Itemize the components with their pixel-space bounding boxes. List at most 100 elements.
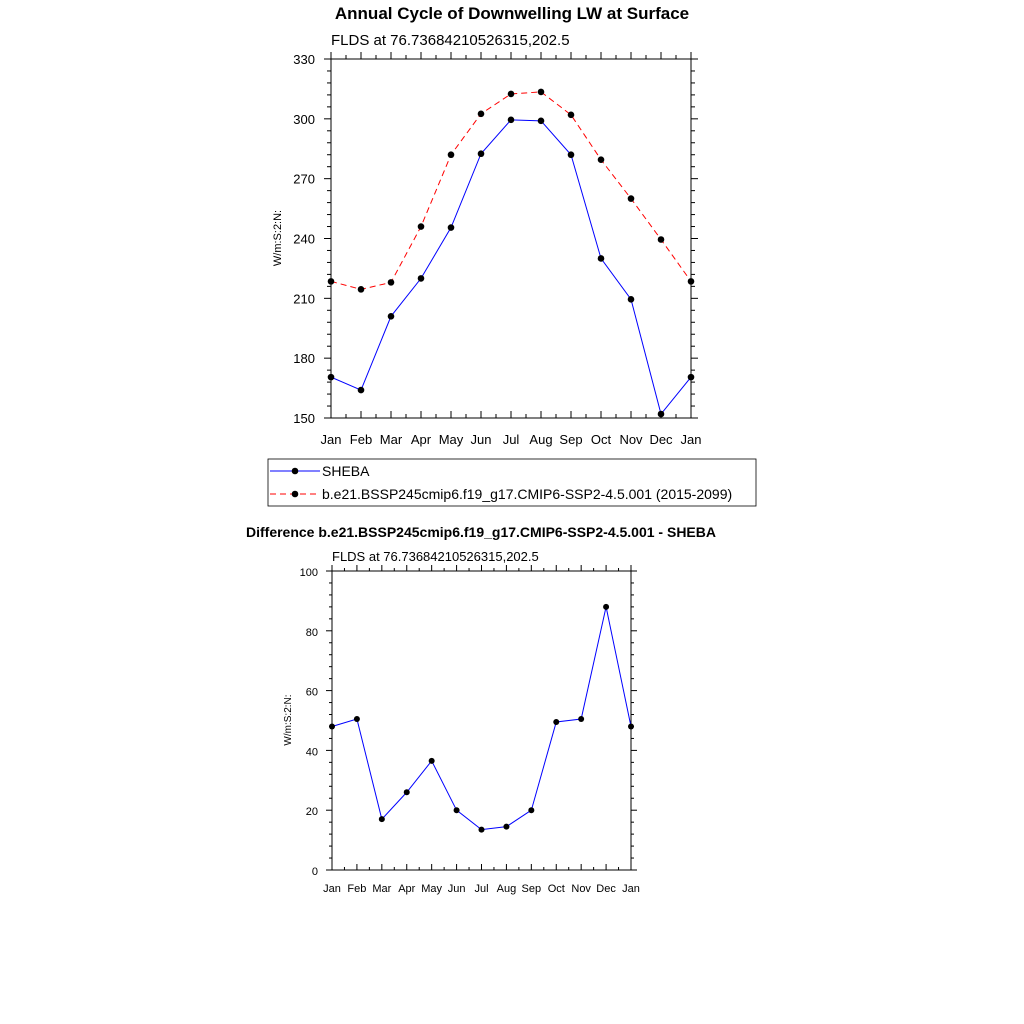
x-tick-label: Dec [596, 883, 616, 895]
x-tick-label: Apr [398, 883, 415, 895]
x-tick-label: Oct [591, 432, 612, 447]
annual-cycle-chart: Annual Cycle of Downwelling LW at Surfac… [272, 4, 701, 447]
series-line-0 [331, 606, 632, 831]
data-point [417, 275, 425, 282]
y-tick-label: 40 [306, 746, 318, 758]
y-tick-label: 270 [293, 172, 315, 187]
data-point [657, 236, 665, 243]
y-tick-label: 210 [293, 291, 315, 306]
data-point [327, 373, 335, 381]
data-point [428, 757, 435, 764]
y-tick-label: 100 [300, 567, 318, 579]
y-tick-label: 180 [293, 351, 315, 366]
data-point [627, 296, 635, 303]
plot-area: Jan Feb Mar Apr May Jun Jul Aug Sep Oct Nov Dec Jan 0… [300, 565, 640, 895]
x-tick-label: Mar [380, 432, 403, 447]
series-group [329, 603, 634, 833]
data-point [403, 789, 410, 796]
legend-marker-model [291, 490, 299, 498]
data-point [603, 603, 610, 610]
x-tick-label: May [439, 432, 464, 447]
x-tick-label: Mar [372, 883, 391, 895]
x-tick-label: Feb [350, 432, 372, 447]
data-point [553, 718, 560, 725]
x-tick-label: Jan [321, 432, 342, 447]
x-tick-label: Jan [622, 883, 640, 895]
y-tick-label: 60 [306, 687, 318, 699]
legend: SHEBA b.e21.BSSP245cmip6.f19_g17.CMIP6-S… [267, 458, 757, 507]
difference-chart: Difference b.e21.BSSP245cmip6.f19_g17.CM… [246, 524, 716, 895]
x-tick-label: Jul [474, 883, 488, 895]
data-point [447, 151, 455, 159]
data-point [478, 826, 485, 833]
data-point [528, 807, 535, 814]
x-tick-label: Aug [529, 432, 552, 447]
x-tick-label: Jul [503, 432, 520, 447]
legend-box [267, 458, 757, 507]
data-point [567, 151, 575, 159]
data-point [627, 195, 635, 202]
data-point [687, 373, 695, 381]
chart-title: Annual Cycle of Downwelling LW at Surfac… [335, 4, 689, 23]
series-line-0 [330, 119, 692, 416]
data-point [597, 156, 605, 164]
y-tick-label: 330 [293, 52, 315, 67]
data-point [447, 224, 455, 231]
x-tick-label: May [421, 883, 442, 895]
data-point [357, 286, 365, 293]
data-point [537, 88, 545, 96]
x-tick-label: Nov [619, 432, 643, 447]
y-tick-label: 0 [312, 866, 318, 878]
x-tick-label: Nov [571, 883, 591, 895]
data-point [329, 723, 335, 730]
data-point [578, 716, 585, 723]
y-tick-label: 300 [293, 112, 315, 127]
x-tick-label: Sep [522, 883, 542, 895]
data-point [657, 410, 665, 418]
data-point [537, 117, 545, 125]
x-tick-label: Dec [649, 432, 673, 447]
data-point [503, 823, 510, 830]
x-tick-label: Jan [323, 883, 341, 895]
plot-frame [330, 58, 692, 419]
chart-subtitle: FLDS at 76.73684210526315,202.5 [332, 549, 539, 564]
x-tick-label: Aug [497, 883, 517, 895]
y-tick-label: 20 [306, 806, 318, 818]
data-point [357, 386, 365, 394]
legend-marker-sheba [291, 467, 299, 475]
data-point [597, 255, 605, 262]
y-axis-label: W/m:S:2:N: [272, 210, 284, 266]
data-point [453, 807, 460, 814]
data-point [387, 279, 395, 286]
y-tick-label: 240 [293, 232, 315, 247]
data-point [507, 90, 515, 98]
x-tick-label: Jun [471, 432, 492, 447]
plot-area: Jan Feb Mar Apr May Jun Jul Aug Sep Oct Nov Dec Jan 1… [293, 52, 701, 447]
x-tick-label: Apr [411, 432, 432, 447]
chart-subtitle: FLDS at 76.73684210526315,202.5 [331, 32, 570, 49]
legend-label-sheba: SHEBA [322, 463, 370, 479]
x-tick-label: Sep [559, 432, 582, 447]
data-point [387, 312, 395, 320]
x-tick-label: Feb [347, 883, 366, 895]
y-axis-label: W/m:S:2:N: [283, 694, 294, 745]
legend-label-model: b.e21.BSSP245cmip6.f19_g17.CMIP6-SSP2-4.… [322, 486, 732, 502]
chart-title: Difference b.e21.BSSP245cmip6.f19_g17.CM… [246, 524, 716, 540]
data-point [687, 278, 695, 285]
data-point [327, 278, 335, 285]
data-point [477, 150, 485, 158]
data-point [477, 110, 485, 118]
x-tick-label: Jan [681, 432, 702, 447]
data-point [417, 223, 425, 230]
y-tick-label: 80 [306, 627, 318, 639]
data-point [378, 816, 385, 823]
x-tick-label: Oct [548, 883, 565, 895]
data-point [567, 111, 575, 119]
data-point [507, 116, 515, 124]
x-tick-label: Jun [448, 883, 466, 895]
plot-frame [331, 570, 632, 871]
data-point [628, 723, 634, 730]
series-group [327, 88, 695, 418]
data-point [353, 716, 360, 723]
